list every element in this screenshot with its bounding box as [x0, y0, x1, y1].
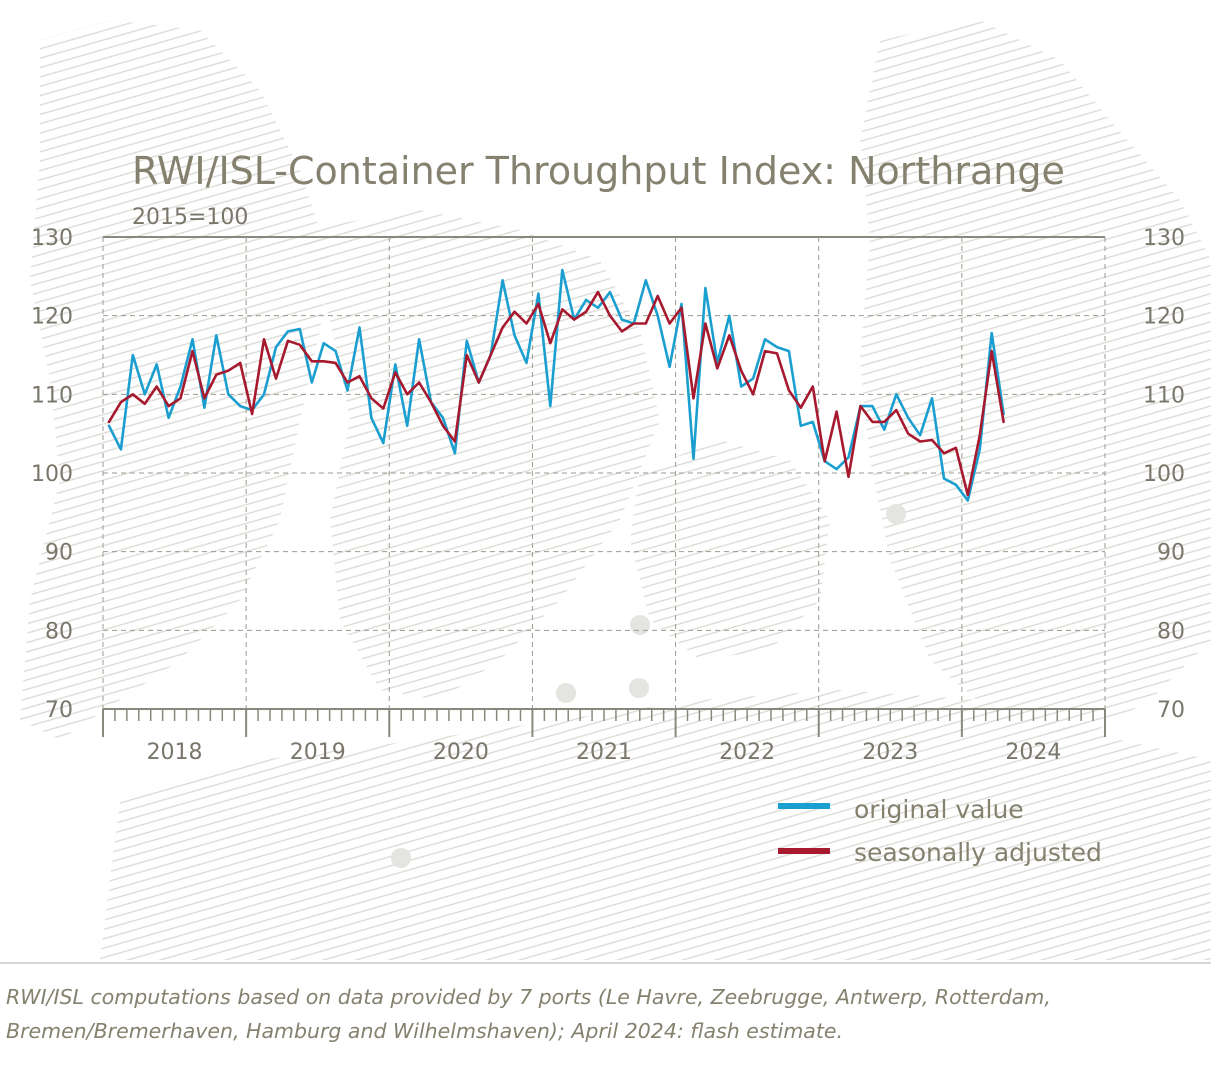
- x-tick-label: 2022: [719, 740, 775, 765]
- x-tick-label: 2024: [1005, 740, 1061, 765]
- background-map: [20, 20, 1211, 960]
- y-tick-label-right: 130: [1143, 226, 1185, 251]
- x-tick-label: 2023: [862, 740, 918, 765]
- map-dot: [556, 683, 576, 703]
- y-tick-label-left: 110: [31, 383, 73, 408]
- series-lines: [107, 268, 1005, 502]
- x-tick-label: 2020: [433, 740, 489, 765]
- map-shape-mid: [630, 440, 830, 660]
- map-shape-center: [300, 210, 660, 700]
- map-shape-right: [860, 20, 1211, 740]
- y-tick-label-right: 110: [1143, 383, 1185, 408]
- map-dot: [886, 504, 906, 524]
- x-tick-label: 2021: [576, 740, 632, 765]
- series-original-value-line: [107, 268, 1005, 502]
- legend-label-original: original value: [854, 795, 1024, 824]
- y-axis-left: 70 80 90 100 110 120 130: [31, 226, 73, 723]
- x-axis: 2018 2019 2020 2021 2022 2023 2024: [102, 708, 1106, 765]
- y-tick-label-right: 100: [1143, 462, 1185, 487]
- chart-subtitle: 2015=100: [132, 205, 248, 230]
- legend-label-seasonal: seasonally adjusted: [854, 838, 1102, 867]
- y-tick-label-left: 70: [45, 698, 73, 723]
- x-tick-label: 2018: [147, 740, 203, 765]
- map-dot: [629, 678, 649, 698]
- series-seasonally-adjusted-line: [107, 290, 1005, 497]
- y-tick-label-left: 90: [45, 541, 73, 566]
- y-tick-label-left: 80: [45, 619, 73, 644]
- y-axis-right: 70 80 90 100 110 120 130: [1143, 226, 1185, 723]
- y-tick-label-left: 130: [31, 226, 73, 251]
- source-note: RWI/ISL computations based on data provi…: [6, 985, 1051, 1043]
- map-shape-left: [20, 20, 330, 740]
- map-shape-bottom: [100, 690, 1211, 960]
- chart-title: RWI/ISL-Container Throughput Index: Nort…: [132, 149, 1065, 193]
- legend: original value seasonally adjusted: [778, 795, 1102, 867]
- y-tick-label-left: 100: [31, 462, 73, 487]
- map-dot: [630, 615, 650, 635]
- y-tick-label-right: 70: [1157, 698, 1185, 723]
- y-tick-label-right: 90: [1157, 541, 1185, 566]
- y-tick-label-left: 120: [31, 305, 73, 330]
- y-tick-label-right: 120: [1143, 305, 1185, 330]
- map-dot: [391, 848, 411, 868]
- x-tick-label: 2019: [290, 740, 346, 765]
- y-tick-label-right: 80: [1157, 619, 1185, 644]
